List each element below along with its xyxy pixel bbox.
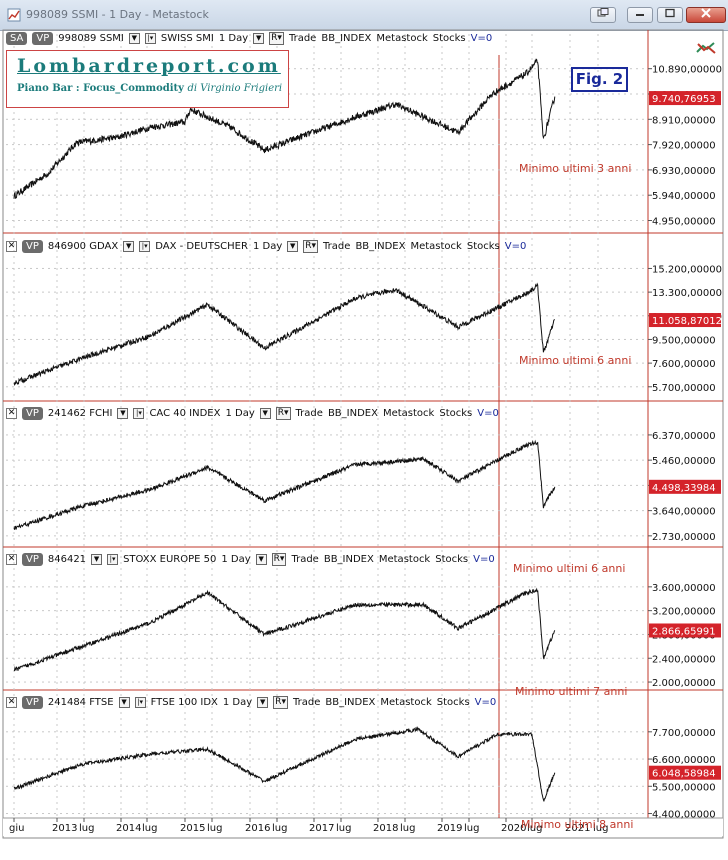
chart-frame [2, 29, 724, 839]
restore-icon-button[interactable] [590, 7, 616, 23]
y-tick-label: 13.300,00000 [652, 288, 722, 299]
x-tick-label: lug [593, 823, 608, 834]
y-tick-label: 7.920,00000 [652, 141, 716, 152]
y-tick-label: 3.200,00000 [652, 607, 716, 618]
x-tick-label: lug [207, 823, 222, 834]
x-tick-label: lug [272, 823, 287, 834]
y-tick-label: 6.370,00000 [652, 431, 716, 442]
last-price-label: 4.498,33984 [652, 483, 716, 494]
last-price-label: 11.058,87012 [652, 316, 722, 327]
y-tick-label: 7.600,00000 [652, 359, 716, 370]
window-title: 998089 SSMI - 1 Day - Metastock [26, 8, 209, 21]
x-tick-label: 2017 [309, 823, 334, 834]
x-tick-label: giu [9, 823, 24, 834]
y-tick-label: 4.950,00000 [652, 217, 716, 228]
y-tick-label: 2.400,00000 [652, 654, 716, 665]
price-line-1 [13, 58, 556, 199]
last-price-box [649, 479, 721, 494]
x-tick-label: 2013 [52, 823, 77, 834]
x-tick-label: 2016 [245, 823, 270, 834]
price-line-3 [13, 439, 556, 530]
y-tick-label: 10.890,00000 [652, 65, 722, 76]
y-tick-label: 15.200,00000 [652, 264, 722, 275]
x-tick-label: 2018 [373, 823, 398, 834]
x-tick-label: lug [79, 823, 94, 834]
x-tick-label: 2015 [180, 823, 205, 834]
y-tick-label: 5.460,00000 [652, 456, 716, 467]
last-price-box [649, 91, 721, 106]
close-button[interactable] [686, 7, 726, 23]
x-tick-label: lug [142, 823, 157, 834]
minimize-button[interactable] [627, 7, 653, 23]
y-tick-label: 2.730,00000 [652, 532, 716, 543]
y-tick-label: 8.910,00000 [652, 115, 716, 126]
x-tick-label: lug [400, 823, 415, 834]
y-tick-label: 3.600,00000 [652, 583, 716, 594]
app-icon [7, 8, 21, 22]
x-tick-label: 2021 [565, 823, 590, 834]
maximize-button[interactable] [657, 7, 683, 23]
last-price-label: 9.740,76953 [652, 94, 716, 105]
annotation-label: Minimo ultimi 6 anni [519, 354, 631, 367]
y-tick-label: 5.700,00000 [652, 383, 716, 394]
x-tick-label: lug [464, 823, 479, 834]
y-tick-label: 9.500,00000 [652, 335, 716, 346]
annotation-label: Minimo ultimi 6 anni [513, 562, 625, 575]
y-tick-label: 6.930,00000 [652, 166, 716, 177]
x-tick-label: 2020 [501, 823, 526, 834]
price-line-2 [13, 282, 556, 387]
annotation-label: Minimo ultimi 3 anni [519, 162, 631, 175]
x-tick-label: 2019 [437, 823, 462, 834]
x-axis-band [3, 818, 723, 836]
y-tick-label: 3.640,00000 [652, 507, 716, 518]
x-tick-label: lug [336, 823, 351, 834]
x-tick-label: 2014 [116, 823, 141, 834]
x-tick-label: lug [527, 823, 542, 834]
last-price-box [649, 313, 721, 328]
y-tick-label: 5.940,00000 [652, 191, 716, 202]
